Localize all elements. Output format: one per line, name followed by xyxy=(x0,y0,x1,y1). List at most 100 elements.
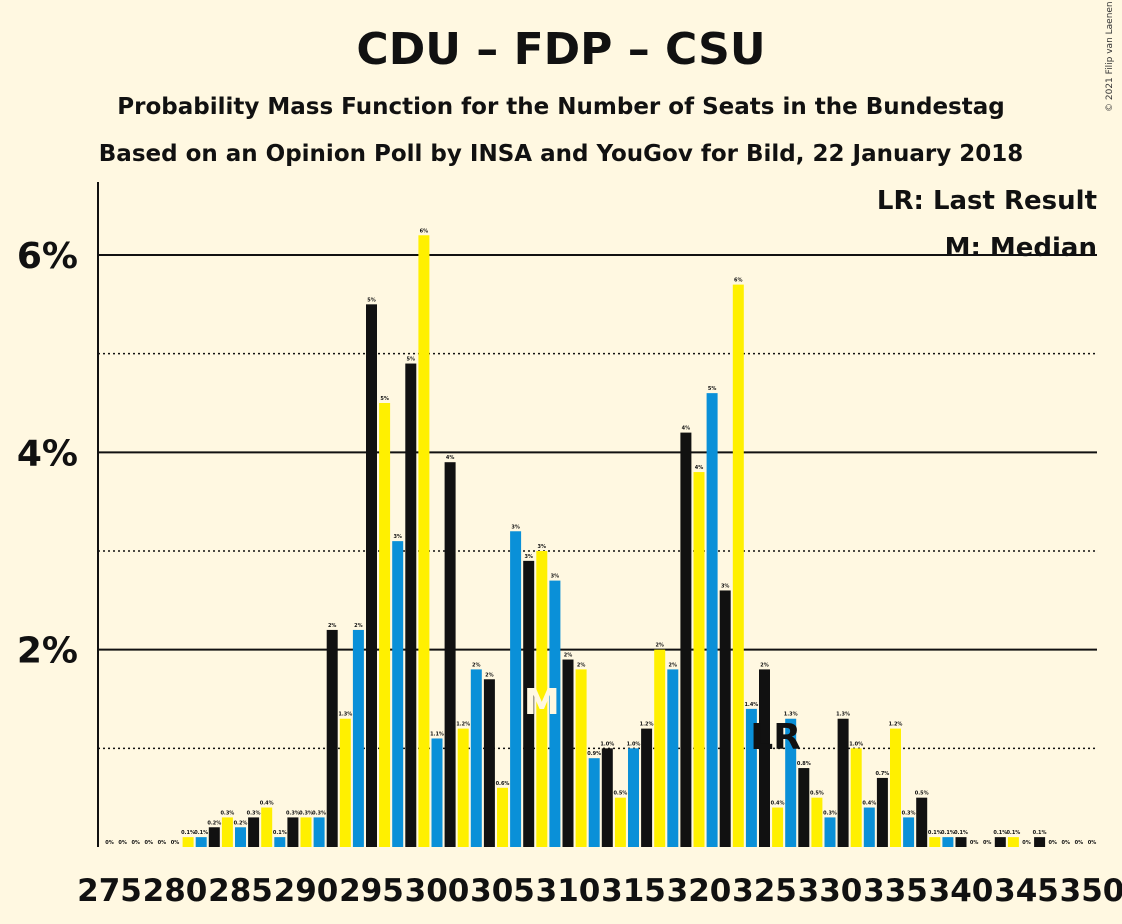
data-label-seat-287: 0.4% xyxy=(260,801,274,807)
bar-seat-322 xyxy=(719,590,731,847)
chart-subtitle-2: Based on an Opinion Poll by INSA and You… xyxy=(99,141,1023,167)
data-label-seat-319: 4% xyxy=(682,426,691,432)
data-label-seat-301: 4% xyxy=(446,455,455,461)
last-result-marker: LR xyxy=(750,717,801,758)
bar-seat-308 xyxy=(536,551,548,847)
data-label-seat-290: 0.3% xyxy=(299,810,313,816)
bar-seat-340 xyxy=(955,837,967,847)
x-tick-label: 340 xyxy=(929,873,994,909)
bar-seat-288 xyxy=(274,837,286,847)
bar-seat-291 xyxy=(313,817,325,847)
bar-seat-293 xyxy=(339,718,351,847)
data-label-seat-284: 0.3% xyxy=(220,810,234,816)
data-label-seat-316: 1.2% xyxy=(640,722,654,728)
y-tick-label: 6% xyxy=(17,236,78,277)
x-tick-label: 300 xyxy=(405,873,470,909)
bar-seat-298 xyxy=(405,363,417,847)
legend-median: M: Median xyxy=(945,233,1097,263)
bar-seat-333 xyxy=(863,807,875,847)
data-label-seat-295: 5% xyxy=(367,297,376,303)
x-tick-label: 280 xyxy=(143,873,208,909)
bar-seat-313 xyxy=(601,748,613,847)
bar-seat-334 xyxy=(876,777,888,847)
bar-seat-315 xyxy=(628,748,639,847)
data-label-seat-350: 0% xyxy=(1088,840,1097,846)
bar-seat-326 xyxy=(772,807,784,847)
data-label-seat-299: 6% xyxy=(420,228,429,234)
data-label-seat-348: 0% xyxy=(1062,840,1071,846)
bar-seat-337 xyxy=(916,797,928,847)
data-label-seat-326: 0.4% xyxy=(771,801,785,807)
data-label-seat-285: 0.2% xyxy=(234,820,248,826)
chart-subtitle-1: Probability Mass Function for the Number… xyxy=(117,94,1004,120)
data-label-seat-303: 2% xyxy=(472,662,481,668)
bar-seat-319 xyxy=(680,432,692,847)
data-label-seat-332: 1.0% xyxy=(849,741,863,747)
bar-seat-330 xyxy=(824,817,836,847)
data-label-seat-328: 0.8% xyxy=(797,761,811,767)
data-label-seat-310: 2% xyxy=(564,653,573,659)
data-label-seat-276: 0% xyxy=(118,840,127,846)
bar-seat-327 xyxy=(785,718,797,847)
data-label-seat-308: 3% xyxy=(538,544,547,550)
x-tick-label: 295 xyxy=(339,873,404,909)
bar-seat-331 xyxy=(837,718,849,847)
data-label-seat-339: 0.1% xyxy=(941,830,955,836)
data-label-seat-302: 1.2% xyxy=(456,722,470,728)
bar-seat-295 xyxy=(366,304,377,847)
x-tick-labels: 275 280 285 290 295 300 305 310 315 320 325 330 335 3… xyxy=(77,873,1122,909)
bar-seat-305 xyxy=(497,787,508,847)
data-label-seat-341: 0% xyxy=(970,840,979,846)
x-tick-label: 325 xyxy=(732,873,797,909)
bar-seat-339 xyxy=(942,837,954,847)
data-label-seat-282: 0.1% xyxy=(194,830,208,836)
bar-seat-325 xyxy=(759,669,770,847)
x-tick-label: 335 xyxy=(863,873,928,909)
data-label-seat-288: 0.1% xyxy=(273,830,287,836)
data-label-seat-278: 0% xyxy=(145,840,154,846)
data-label-seat-311: 2% xyxy=(577,662,586,668)
bar-seat-320 xyxy=(693,472,705,847)
bar-seat-286 xyxy=(248,817,260,847)
bar-seat-303 xyxy=(470,669,482,847)
x-tick-label: 330 xyxy=(798,873,863,909)
legend-last-result: LR: Last Result xyxy=(877,186,1097,216)
chart-title: CDU – FDP – CSU xyxy=(356,24,765,75)
data-label-seat-323: 6% xyxy=(734,278,743,284)
bar-seat-307 xyxy=(523,560,535,847)
data-label-seat-300: 1.1% xyxy=(430,731,444,737)
bar-seat-300 xyxy=(431,738,443,847)
bar-seat-335 xyxy=(890,728,901,847)
bar-seat-312 xyxy=(588,758,600,847)
bar-seat-346 xyxy=(1034,837,1046,847)
data-label-seat-312: 0.9% xyxy=(587,751,601,757)
bar-seat-316 xyxy=(641,728,653,847)
x-tick-label: 285 xyxy=(208,873,273,909)
bar-seat-281 xyxy=(182,837,194,847)
data-label-seat-320: 4% xyxy=(695,465,704,471)
data-label-seat-313: 1.0% xyxy=(600,741,614,747)
bar-seat-282 xyxy=(195,837,207,847)
data-label-seat-324: 1.4% xyxy=(744,702,758,708)
bar-seat-283 xyxy=(208,827,220,847)
data-label-seat-321: 5% xyxy=(708,386,717,392)
grid-lines xyxy=(98,254,1097,750)
data-label-seat-307: 3% xyxy=(524,554,533,560)
x-tick-label: 290 xyxy=(274,873,339,909)
data-label-seat-304: 2% xyxy=(485,672,494,678)
data-label-seat-314: 0.5% xyxy=(613,791,627,797)
bar-seat-299 xyxy=(418,235,430,847)
bar-seat-292 xyxy=(326,629,338,847)
data-label-seat-334: 0.7% xyxy=(875,771,889,777)
bar-seat-287 xyxy=(261,807,273,847)
data-label-seat-293: 1.3% xyxy=(338,712,352,718)
x-tick-label: 350 xyxy=(1060,873,1122,909)
data-label-seat-298: 5% xyxy=(407,357,416,363)
bar-seat-314 xyxy=(614,797,626,847)
bar-seat-324 xyxy=(745,708,757,847)
x-tick-label: 275 xyxy=(77,873,142,909)
bar-seat-311 xyxy=(575,669,587,847)
data-label-seat-337: 0.5% xyxy=(915,791,929,797)
data-label-seat-349: 0% xyxy=(1075,840,1084,846)
data-label-seat-343: 0.1% xyxy=(993,830,1007,836)
